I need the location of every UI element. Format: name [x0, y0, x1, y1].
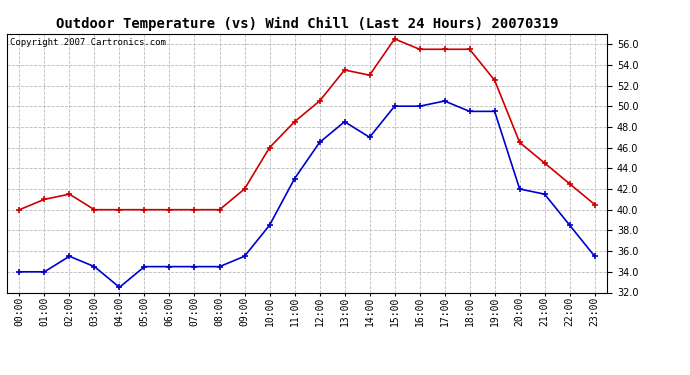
Text: Copyright 2007 Cartronics.com: Copyright 2007 Cartronics.com: [10, 38, 166, 46]
Title: Outdoor Temperature (vs) Wind Chill (Last 24 Hours) 20070319: Outdoor Temperature (vs) Wind Chill (Las…: [56, 17, 558, 31]
